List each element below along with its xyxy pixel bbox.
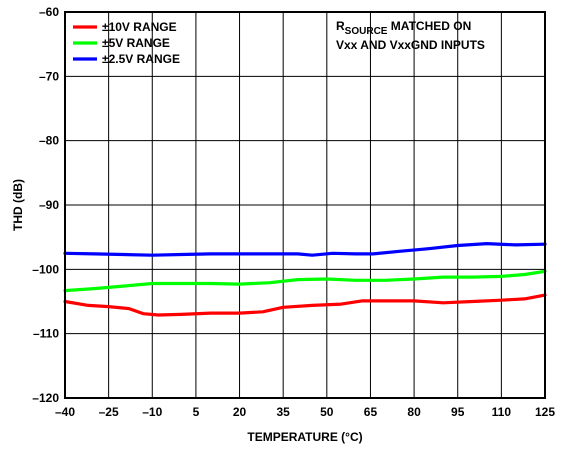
y-tick-label: –70 (39, 69, 59, 83)
series-line (63, 242, 547, 257)
x-tick-label: 50 (320, 405, 334, 419)
series-layer (63, 242, 547, 317)
x-tick-label: 125 (535, 405, 555, 419)
x-tick-label: 5 (193, 405, 200, 419)
legend-label: ±10V RANGE (102, 20, 177, 34)
annotation-rsource: RSOURCE MATCHED ON Vxx AND VxxGND INPUTS (336, 19, 485, 52)
series-line (63, 293, 547, 317)
y-tick-label: –90 (39, 198, 59, 212)
tick-labels: –40 –25 –10 5 20 35 50 65 80 95 110 125 –60 –70 –80 –90… (32, 5, 555, 419)
y-tick-label: –60 (39, 5, 59, 19)
annotation-line-2: Vxx AND VxxGND INPUTS (336, 38, 485, 52)
y-axis-title: THD (dB) (11, 179, 25, 231)
x-tick-label: 35 (277, 405, 291, 419)
grid (64, 11, 546, 399)
y-tick-label: –120 (32, 391, 59, 405)
x-tick-label: –40 (55, 405, 75, 419)
y-tick-label: –80 (39, 134, 59, 148)
x-tick-label: 80 (407, 405, 421, 419)
annotation-line-1: RSOURCE MATCHED ON (336, 19, 471, 37)
x-tick-label: 20 (233, 405, 247, 419)
y-tick-label: –100 (32, 262, 59, 276)
legend: ±10V RANGE ±5V RANGE ±2.5V RANGE (73, 20, 180, 66)
x-tick-label: –25 (99, 405, 119, 419)
series-line (63, 269, 547, 293)
y-tick-label: –110 (33, 327, 59, 341)
x-tick-label: 65 (364, 405, 378, 419)
x-tick-label: –10 (142, 405, 162, 419)
x-tick-label: 110 (492, 405, 512, 419)
x-tick-label: 95 (451, 405, 465, 419)
x-axis-title: TEMPERATURE (°C) (247, 430, 362, 444)
legend-label: ±2.5V RANGE (102, 52, 180, 66)
legend-label: ±5V RANGE (102, 36, 170, 50)
plot-frame (64, 11, 546, 399)
